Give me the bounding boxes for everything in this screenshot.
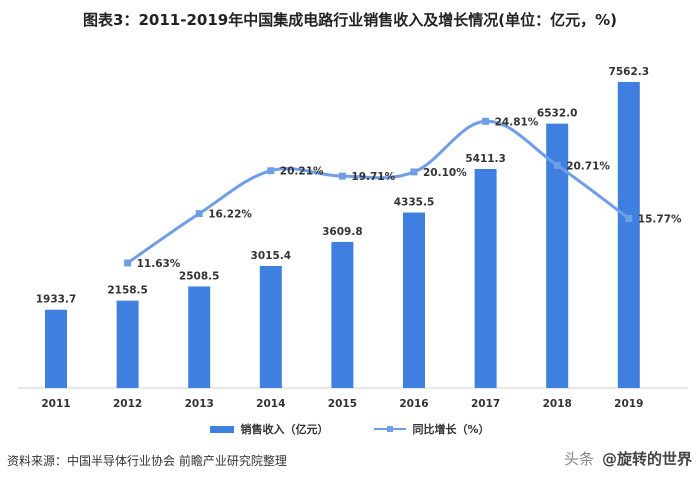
growth-marker-2014	[267, 167, 275, 175]
growth-label-2018: 20.71%	[566, 160, 610, 172]
bar-2011	[45, 309, 67, 388]
growth-marker-2019	[625, 214, 633, 222]
legend-label-revenue: 销售收入（亿元）	[240, 423, 329, 436]
growth-marker-2013	[195, 210, 203, 218]
chart-title: 图表3：2011-2019年中国集成电路行业销售收入及增长情况(单位：亿元，%)	[83, 11, 617, 29]
brand-name: @旋转的世界	[601, 450, 692, 468]
bar-2013	[188, 286, 211, 388]
x-tick-2018: 2018	[543, 398, 572, 410]
growth-marker-2015	[338, 172, 346, 180]
bar-2017	[474, 169, 497, 388]
x-tick-2016: 2016	[399, 398, 428, 410]
brand-prefix: 头条	[563, 450, 594, 468]
legend-label-growth: 同比增长（%）	[412, 423, 490, 436]
growth-label-2014: 20.21%	[280, 166, 324, 178]
bar-label-2018: 6532.0	[537, 108, 578, 120]
source-note: 资料来源：中国半导体行业协会 前瞻产业研究院整理	[7, 454, 287, 468]
growth-label-2012: 11.63%	[137, 258, 181, 270]
x-tick-2012: 2012	[113, 398, 142, 410]
growth-line	[126, 119, 631, 265]
x-tick-2011: 2011	[41, 398, 70, 410]
growth-marker-2017	[482, 117, 490, 125]
bar-2019	[617, 81, 640, 388]
x-tick-2017: 2017	[471, 398, 500, 410]
bar-2018	[546, 123, 569, 388]
bar-label-2013: 2508.5	[179, 270, 220, 282]
growth-label-2015: 19.71%	[351, 171, 395, 183]
growth-label-2016: 20.10%	[423, 167, 467, 179]
growth-label-2013: 16.22%	[208, 209, 252, 221]
legend-swatch-revenue	[210, 425, 235, 433]
bar-2014	[259, 265, 282, 388]
bar-2015	[331, 241, 354, 388]
growth-marker-2012	[124, 259, 132, 267]
bar-label-2012: 2158.5	[107, 285, 148, 297]
x-tick-2019: 2019	[614, 398, 643, 410]
growth-marker-2016	[410, 168, 418, 176]
bar-label-2017: 5411.3	[465, 153, 506, 165]
chart-legend: 销售收入（亿元） 同比增长（%）	[0, 421, 700, 437]
x-tick-2014: 2014	[256, 398, 285, 410]
legend-item-growth: 同比增长（%）	[374, 421, 490, 437]
bar-label-2011: 1933.7	[36, 294, 77, 306]
brand-watermark: 头条 @旋转的世界	[564, 448, 692, 469]
bar-label-2019: 7562.3	[609, 66, 650, 78]
bar-2012	[116, 300, 139, 388]
x-tick-2015: 2015	[328, 398, 357, 410]
x-tick-2013: 2013	[185, 398, 214, 410]
bar-label-2016: 4335.5	[394, 197, 435, 209]
bar-label-2015: 3609.8	[322, 226, 363, 238]
growth-marker-2018	[553, 161, 561, 169]
growth-label-2019: 15.77%	[638, 213, 682, 225]
legend-swatch-growth	[374, 424, 407, 434]
legend-item-revenue: 销售收入（亿元）	[210, 421, 328, 437]
bar-2016	[403, 212, 425, 388]
growth-label-2017: 24.81%	[495, 116, 539, 128]
bar-label-2014: 3015.4	[251, 250, 292, 262]
